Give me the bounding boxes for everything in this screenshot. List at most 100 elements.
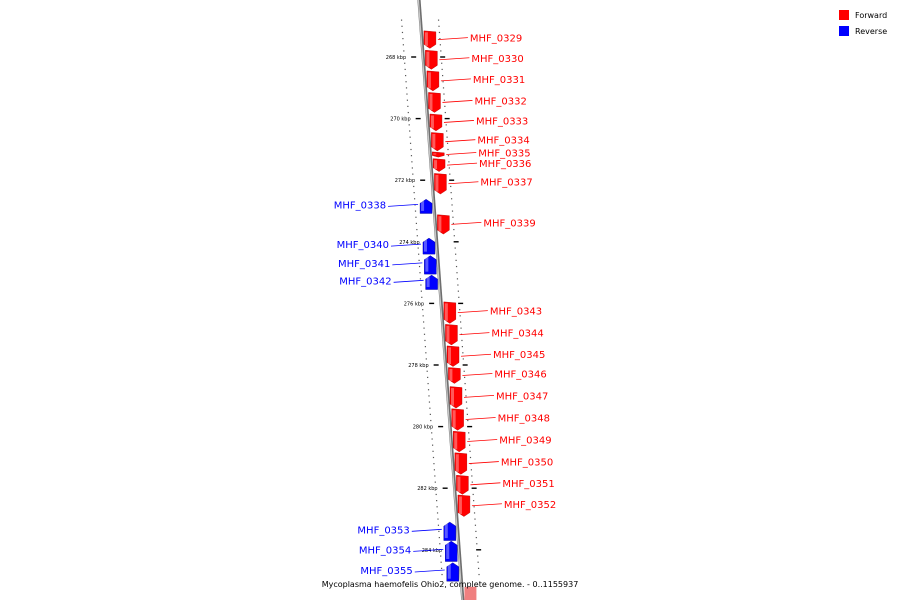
gene-mhf_0354[interactable]: MHF_0354 (359, 540, 458, 562)
gene-label[interactable]: MHF_0336 (479, 159, 531, 170)
gene-arrow[interactable] (434, 173, 447, 195)
gene-label[interactable]: MHF_0334 (477, 136, 529, 147)
gene-label[interactable]: MHF_0339 (483, 218, 535, 229)
minor-tick (451, 210, 454, 212)
gene-mhf_0342[interactable]: MHF_0342 (339, 274, 438, 290)
minor-tick (404, 62, 406, 64)
gene-mhf_0353[interactable]: MHF_0353 (357, 521, 456, 541)
gene-label[interactable]: MHF_0329 (470, 34, 522, 45)
gene-mhf_0339[interactable]: MHF_0339 (437, 214, 536, 235)
gene-arrow[interactable] (437, 214, 450, 235)
gene-mhf_0350[interactable]: MHF_0350 (454, 452, 553, 475)
gene-arrow[interactable] (419, 199, 433, 214)
minor-tick (440, 567, 443, 569)
gene-leader-line (390, 243, 421, 247)
gene-arrow[interactable] (432, 151, 445, 158)
gene-label[interactable]: MHF_0343 (490, 307, 542, 318)
gene-arrow[interactable] (445, 540, 458, 562)
gene-arrow[interactable] (428, 92, 441, 113)
gene-mhf_0352[interactable]: MHF_0352 (457, 494, 556, 517)
minor-tick (461, 346, 463, 348)
gene-mhf_0331[interactable]: MHF_0331 (426, 70, 525, 92)
gene-arrow[interactable] (446, 562, 459, 582)
gene-mhf_0341[interactable]: MHF_0341 (338, 255, 437, 275)
gene-arrow[interactable] (454, 452, 468, 475)
minor-tick (433, 463, 435, 465)
gene-label[interactable]: MHF_0331 (473, 75, 525, 86)
gene-leader-line (393, 279, 424, 283)
gene-highlight (424, 32, 428, 46)
gene-mhf_0344[interactable]: MHF_0344 (445, 324, 544, 346)
gene-label[interactable]: MHF_0338 (334, 200, 386, 211)
gene-mhf_0333[interactable]: MHF_0333 (429, 113, 528, 132)
gene-arrow[interactable] (448, 367, 461, 384)
gene-label[interactable]: MHF_0355 (360, 566, 412, 577)
gene-mhf_0330[interactable]: MHF_0330 (425, 50, 524, 70)
gene-label[interactable]: MHF_0335 (478, 148, 530, 159)
gene-leader-line (451, 221, 482, 225)
gene-mhf_0345[interactable]: MHF_0345 (446, 345, 545, 367)
gene-leader-line (440, 78, 471, 82)
gene-label[interactable]: MHF_0340 (337, 240, 389, 251)
gene-label[interactable]: MHF_0350 (501, 458, 553, 469)
gene-mhf_0349[interactable]: MHF_0349 (453, 431, 552, 453)
legend-label-forward: Forward (855, 11, 887, 20)
gene-arrow[interactable] (443, 301, 457, 324)
gene-label[interactable]: MHF_0353 (357, 525, 409, 536)
gene-arrow[interactable] (423, 30, 437, 49)
gene-label[interactable]: MHF_0332 (474, 96, 526, 107)
minor-tick (441, 573, 443, 576)
gene-mhf_0338[interactable]: MHF_0338 (334, 199, 433, 214)
gene-arrow[interactable] (449, 386, 463, 409)
minor-tick (405, 74, 407, 77)
gene-arrow[interactable] (422, 237, 436, 255)
minor-tick (410, 155, 413, 157)
gene-label[interactable]: MHF_0341 (338, 259, 390, 270)
gene-arrow[interactable] (456, 475, 469, 495)
minor-tick (414, 198, 416, 200)
gene-arrow[interactable] (425, 274, 438, 290)
gene-label[interactable]: MHF_0344 (491, 329, 543, 340)
gene-arrow[interactable] (451, 408, 464, 431)
gene-mhf_0337[interactable]: MHF_0337 (434, 173, 533, 195)
minor-tick (447, 148, 449, 151)
gene-arrow[interactable] (429, 113, 443, 132)
gene-label[interactable]: MHF_0354 (359, 545, 411, 556)
minor-tick (460, 327, 462, 329)
gene-mhf_0343[interactable]: MHF_0343 (443, 301, 542, 324)
gene-mhf_0336[interactable]: MHF_0336 (432, 158, 531, 172)
backbone-line (417, 0, 463, 600)
gene-arrow[interactable] (446, 345, 460, 367)
gene-arrow[interactable] (432, 158, 446, 172)
gene-arrow[interactable] (445, 324, 458, 346)
gene-mhf_0329[interactable]: MHF_0329 (423, 30, 522, 49)
gene-label[interactable]: MHF_0337 (480, 178, 532, 189)
gene-mhf_0332[interactable]: MHF_0332 (428, 92, 527, 113)
gene-mhf_0347[interactable]: MHF_0347 (449, 386, 548, 409)
gene-arrow[interactable] (426, 70, 440, 92)
minor-tick (419, 278, 422, 280)
gene-arrow[interactable] (425, 50, 438, 70)
gene-arrow[interactable] (453, 431, 466, 453)
gene-mhf_0346[interactable]: MHF_0346 (448, 367, 547, 384)
gene-mhf_0351[interactable]: MHF_0351 (456, 475, 555, 495)
gene-mhf_0340[interactable]: MHF_0340 (337, 237, 436, 255)
gene-label[interactable]: MHF_0330 (471, 54, 523, 65)
gene-label[interactable]: MHF_0349 (499, 436, 551, 447)
gene-label[interactable]: MHF_0346 (494, 369, 546, 380)
gene-label[interactable]: MHF_0342 (339, 276, 391, 287)
gene-mhf_0335[interactable]: MHF_0335 (432, 148, 531, 159)
gene-label[interactable]: MHF_0348 (498, 414, 550, 425)
gene-mhf_0334[interactable]: MHF_0334 (431, 132, 530, 152)
gene-label[interactable]: MHF_0347 (496, 391, 548, 402)
gene-arrow[interactable] (443, 521, 456, 541)
gene-arrow[interactable] (424, 255, 437, 275)
gene-arrow[interactable] (457, 494, 471, 517)
gene-label[interactable]: MHF_0351 (502, 479, 554, 490)
gene-label[interactable]: MHF_0345 (493, 350, 545, 361)
gene-label[interactable]: MHF_0333 (476, 116, 528, 127)
gene-mhf_0348[interactable]: MHF_0348 (451, 408, 550, 431)
gene-arrow[interactable] (431, 132, 444, 152)
gene-mhf_0355[interactable]: MHF_0355 (360, 562, 459, 582)
gene-label[interactable]: MHF_0352 (504, 500, 556, 511)
